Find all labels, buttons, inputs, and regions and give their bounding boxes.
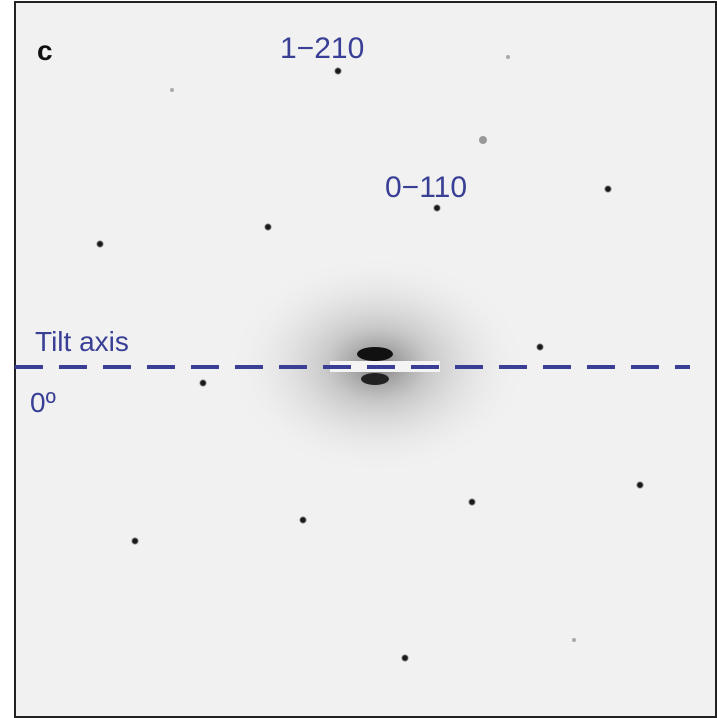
tilt-angle-label: 0º xyxy=(30,387,56,418)
spot xyxy=(433,204,441,212)
spot xyxy=(604,185,612,193)
central-beam xyxy=(357,347,393,361)
central-beam xyxy=(361,373,389,385)
faint-spot xyxy=(479,136,487,144)
spot xyxy=(401,654,409,662)
spot-label: 0−110 xyxy=(385,171,467,204)
spot xyxy=(334,67,342,75)
spot xyxy=(131,537,139,545)
spot xyxy=(636,481,644,489)
faint-spot xyxy=(572,638,576,642)
spot xyxy=(299,516,307,524)
faint-spot xyxy=(506,55,510,59)
diffraction-panel: c 1−210 0−110 Tilt axis 0º xyxy=(0,0,717,718)
spot xyxy=(96,240,104,248)
spot xyxy=(536,343,544,351)
spot xyxy=(264,223,272,231)
panel-label: c xyxy=(37,35,53,66)
spot xyxy=(199,379,207,387)
spot xyxy=(468,498,476,506)
tilt-axis-label: Tilt axis xyxy=(35,326,129,357)
faint-spot xyxy=(170,88,174,92)
spot-label: 1−210 xyxy=(280,32,364,65)
page: {"panel": {"label": "c"}, "annotations":… xyxy=(0,0,717,718)
